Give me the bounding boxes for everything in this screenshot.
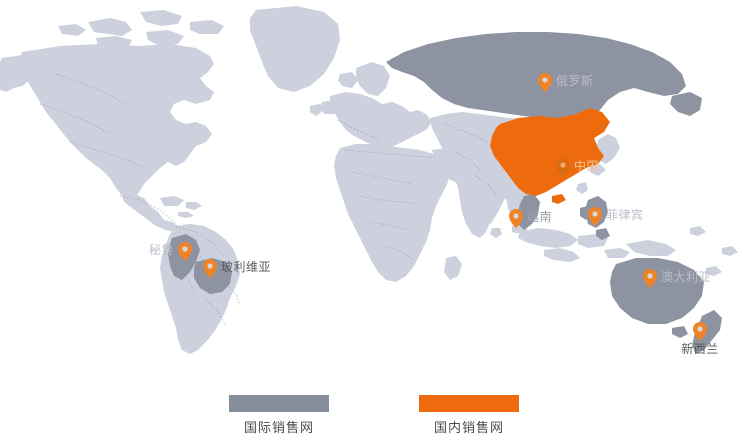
map-pin-icon xyxy=(588,207,602,226)
marker-label-philippines: 菲律宾 xyxy=(606,208,644,222)
highlight-orange-group xyxy=(490,108,610,204)
marker-china[interactable]: 中国 xyxy=(556,158,599,177)
marker-peru[interactable]: 秘鲁 xyxy=(149,242,192,261)
marker-label-newzealand: 新西兰 xyxy=(681,342,719,356)
marker-vietnam[interactable]: 越南 xyxy=(509,209,552,228)
map-pin-icon xyxy=(643,269,657,288)
map-pin-icon xyxy=(203,259,217,278)
legend-item-domestic[interactable]: 国内销售网 xyxy=(419,395,519,434)
legend-swatch-international xyxy=(229,395,329,412)
map-pin-icon xyxy=(509,209,523,228)
marker-newzealand[interactable]: 新西兰 xyxy=(681,322,718,355)
country-australia xyxy=(610,258,704,324)
legend-item-international[interactable]: 国际销售网 xyxy=(229,395,329,434)
country-china xyxy=(490,108,610,196)
marker-label-russia: 俄罗斯 xyxy=(556,74,594,88)
land-base-group xyxy=(0,6,738,354)
country-russia xyxy=(386,32,686,124)
marker-label-peru: 秘鲁 xyxy=(148,243,174,257)
country-vietnam xyxy=(518,194,540,230)
border-lines-group xyxy=(39,73,679,327)
map-pin-icon xyxy=(538,73,552,92)
map-pin-icon xyxy=(556,158,570,177)
country-newzealand xyxy=(692,310,722,354)
marker-label-australia: 澳大利亚 xyxy=(661,270,712,284)
map-pin-icon xyxy=(693,322,707,341)
marker-bolivia[interactable]: 玻利维亚 xyxy=(203,259,271,278)
marker-label-china: 中国 xyxy=(574,159,600,173)
highlight-gray-group xyxy=(168,32,722,354)
world-map[interactable]: 俄罗斯 中国 越南 菲律宾 xyxy=(0,0,748,380)
marker-label-bolivia: 玻利维亚 xyxy=(221,260,272,274)
legend-swatch-domestic xyxy=(419,395,519,412)
marker-label-vietnam: 越南 xyxy=(527,210,553,224)
legend-label-international: 国际销售网 xyxy=(243,420,314,435)
marker-russia[interactable]: 俄罗斯 xyxy=(538,73,593,92)
legend-label-domestic: 国内销售网 xyxy=(433,420,504,435)
world-map-svg xyxy=(0,6,738,354)
marker-australia[interactable]: 澳大利亚 xyxy=(643,269,711,288)
marker-philippines[interactable]: 菲律宾 xyxy=(588,207,643,226)
map-pin-icon xyxy=(178,242,192,261)
map-legend: 国际销售网 国内销售网 xyxy=(0,395,748,442)
